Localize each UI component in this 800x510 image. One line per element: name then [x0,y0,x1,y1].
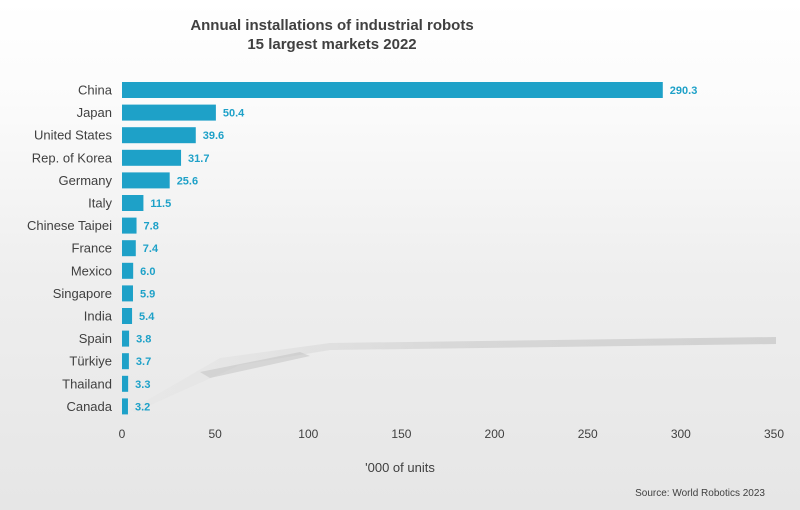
bar-thailand [122,375,129,392]
category-label-singapore: Singapore [53,286,112,301]
chart-title-line-1: Annual installations of industrial robot… [190,17,473,34]
bar-japan [122,104,216,121]
value-label-canada: 3.2 [135,401,150,413]
category-label-germany: Germany [59,173,113,188]
value-label-mexico: 6.0 [140,266,155,278]
value-label-singapore: 5.9 [140,288,155,300]
category-label-france: France [72,241,112,256]
x-tick-label-350: 350 [764,427,784,441]
bar-france [122,240,136,257]
value-label-germany: 25.6 [177,175,198,187]
bar-china [122,82,663,98]
background-reflection-decoration [130,337,776,412]
source-note: Source: World Robotics 2023 [635,488,765,499]
chart-title-line-2: 15 largest markets 2022 [247,36,416,53]
value-label-india: 5.4 [139,311,155,323]
category-label-japan: Japan [77,105,112,120]
x-tick-label-250: 250 [578,427,598,441]
value-label-t-rkiye: 3.7 [136,356,151,368]
category-label-canada: Canada [66,399,112,414]
bar-singapore [122,285,133,302]
category-label-t-rkiye: Türkiye [69,354,112,369]
bar-spain [122,330,130,347]
category-label-india: India [84,309,113,324]
value-label-rep-of-korea: 31.7 [188,153,209,165]
bar-chinese-taipei [122,217,137,234]
x-tick-label-0: 0 [119,427,126,441]
category-label-united-states: United States [34,128,113,143]
value-label-japan: 50.4 [223,108,245,120]
bar-rep-of-korea [122,149,182,166]
bar-united-states [122,127,196,144]
bar-india [122,308,133,324]
category-label-china: China [78,83,113,98]
value-label-chinese-taipei: 7.8 [144,221,159,233]
x-tick-label-100: 100 [298,427,318,441]
bar-t-rkiye [122,353,129,370]
category-label-italy: Italy [88,196,112,211]
x-tick-label-50: 50 [208,427,222,441]
value-label-spain: 3.8 [136,334,151,346]
x-tick-label-300: 300 [671,427,691,441]
category-label-mexico: Mexico [71,263,112,278]
value-label-france: 7.4 [143,243,159,255]
x-tick-label-150: 150 [391,427,411,441]
category-label-spain: Spain [79,331,112,346]
x-axis-title: '000 of units [365,460,435,475]
bar-mexico [122,262,134,279]
value-label-china: 290.3 [670,85,698,97]
value-label-thailand: 3.3 [135,379,150,391]
category-label-chinese-taipei: Chinese Taipei [27,218,112,233]
value-label-united-states: 39.6 [203,130,224,142]
category-label-thailand: Thailand [62,376,112,391]
category-label-rep-of-korea: Rep. of Korea [32,150,113,165]
bar-germany [122,172,170,189]
bar-canada [122,398,128,415]
x-tick-label-200: 200 [485,427,505,441]
value-label-italy: 11.5 [150,198,171,210]
bar-italy [122,195,144,211]
